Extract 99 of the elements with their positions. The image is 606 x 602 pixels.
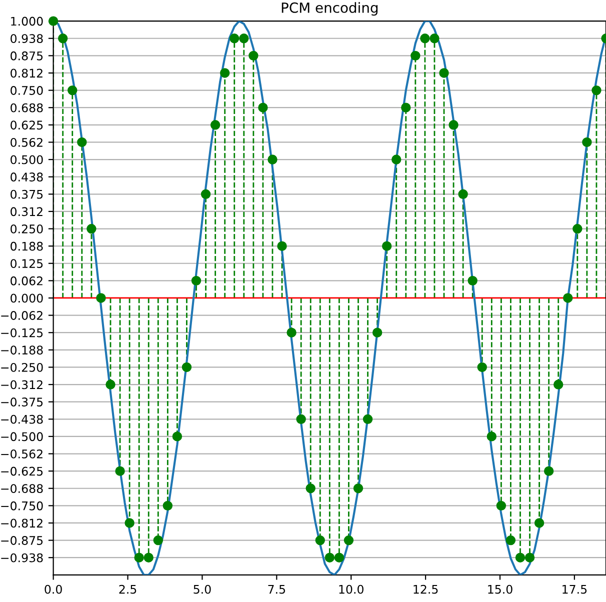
point [362, 414, 373, 424]
y-tick-label: 0.562 [10, 138, 42, 147]
point [86, 224, 96, 234]
point [144, 552, 154, 562]
x-tick-label: 2.5 [119, 584, 136, 594]
point [162, 500, 173, 511]
point [468, 276, 478, 286]
point [239, 34, 249, 44]
point [210, 120, 220, 130]
point [306, 484, 316, 494]
point [401, 102, 411, 112]
x-tick-label: 17.5 [562, 584, 587, 594]
point [106, 380, 116, 390]
y-tick-label: 0.938 [10, 34, 43, 44]
point [324, 552, 335, 562]
y-tick-label: 1.000 [11, 16, 43, 26]
point [486, 432, 497, 442]
point [448, 120, 458, 130]
point [286, 328, 296, 338]
point [582, 137, 592, 148]
y-tick-label: 0.188 [10, 242, 43, 251]
point [124, 518, 134, 528]
y-tick-label: 0.438 [10, 172, 43, 182]
point [506, 535, 516, 546]
y-tick-label: 0.750 [10, 86, 43, 95]
point [77, 137, 87, 148]
point [277, 241, 287, 251]
y-tick-label: −0.500 [1, 432, 43, 442]
y-tick-label: 0.688 [10, 103, 43, 112]
point [48, 16, 58, 26]
point [353, 484, 364, 494]
point [439, 68, 449, 78]
point [153, 535, 164, 546]
point [334, 552, 344, 562]
point [534, 518, 544, 528]
x-tick-label: 5.0 [194, 584, 211, 594]
point [172, 432, 182, 442]
point [563, 293, 573, 303]
point [344, 535, 354, 546]
point [372, 328, 382, 338]
point [220, 68, 230, 78]
point [268, 154, 278, 164]
y-tick-label: −0.812 [1, 518, 42, 528]
y-tick-label: −0.312 [1, 380, 42, 390]
point [382, 241, 392, 251]
y-tick-label: −0.875 [1, 536, 43, 545]
point [430, 34, 440, 44]
point [200, 189, 211, 200]
point [115, 466, 125, 476]
x-tick-label: 15.0 [488, 584, 512, 594]
y-tick-label: −0.938 [1, 553, 43, 562]
chart-title: PCM encoding [282, 2, 378, 16]
y-tick-label: −0.625 [1, 466, 43, 476]
point [258, 102, 268, 112]
point [515, 552, 526, 562]
y-tick-label: −0.250 [1, 362, 43, 372]
y-tick-label: 0.125 [10, 259, 43, 268]
y-tick-label: 0.312 [10, 207, 42, 216]
point [68, 85, 78, 96]
y-tick-label: −0.062 [1, 311, 42, 320]
x-tick-label: 7.5 [268, 584, 286, 594]
y-tick-label: 0.875 [10, 51, 43, 60]
point [553, 380, 564, 390]
point [230, 34, 240, 44]
x-tick-label: 0.0 [44, 584, 62, 594]
y-tick-label: −0.688 [1, 484, 43, 494]
y-tick-label: 0.625 [10, 120, 43, 130]
point [392, 154, 402, 164]
point [134, 552, 144, 562]
x-tick-label: 12.5 [414, 584, 438, 594]
y-tick-label: −0.438 [1, 414, 43, 424]
point [572, 224, 582, 234]
y-tick-label: −0.562 [1, 449, 42, 458]
y-tick-label: 0.000 [10, 294, 43, 303]
point [315, 535, 325, 546]
y-tick-label: 0.812 [10, 68, 42, 78]
point [477, 362, 487, 372]
y-tick-label: −0.750 [1, 501, 43, 510]
point [420, 34, 430, 44]
point [96, 293, 106, 303]
point [544, 466, 554, 476]
point [524, 552, 535, 562]
point [592, 85, 602, 96]
y-tick-label: 0.062 [10, 276, 42, 286]
point [496, 500, 506, 511]
point [458, 189, 468, 200]
y-tick-label: −0.375 [1, 398, 43, 406]
y-tick-label: −0.125 [1, 328, 43, 338]
point [182, 362, 192, 372]
x-tick-label: 10.0 [339, 584, 364, 594]
point [410, 50, 420, 61]
y-tick-label: 0.375 [10, 190, 43, 199]
point [248, 50, 258, 61]
point [58, 34, 68, 44]
point [296, 414, 306, 424]
point [191, 276, 202, 286]
y-tick-label: 0.250 [10, 224, 43, 234]
y-tick-label: −0.188 [1, 346, 43, 355]
y-tick-label: 0.500 [10, 155, 43, 164]
